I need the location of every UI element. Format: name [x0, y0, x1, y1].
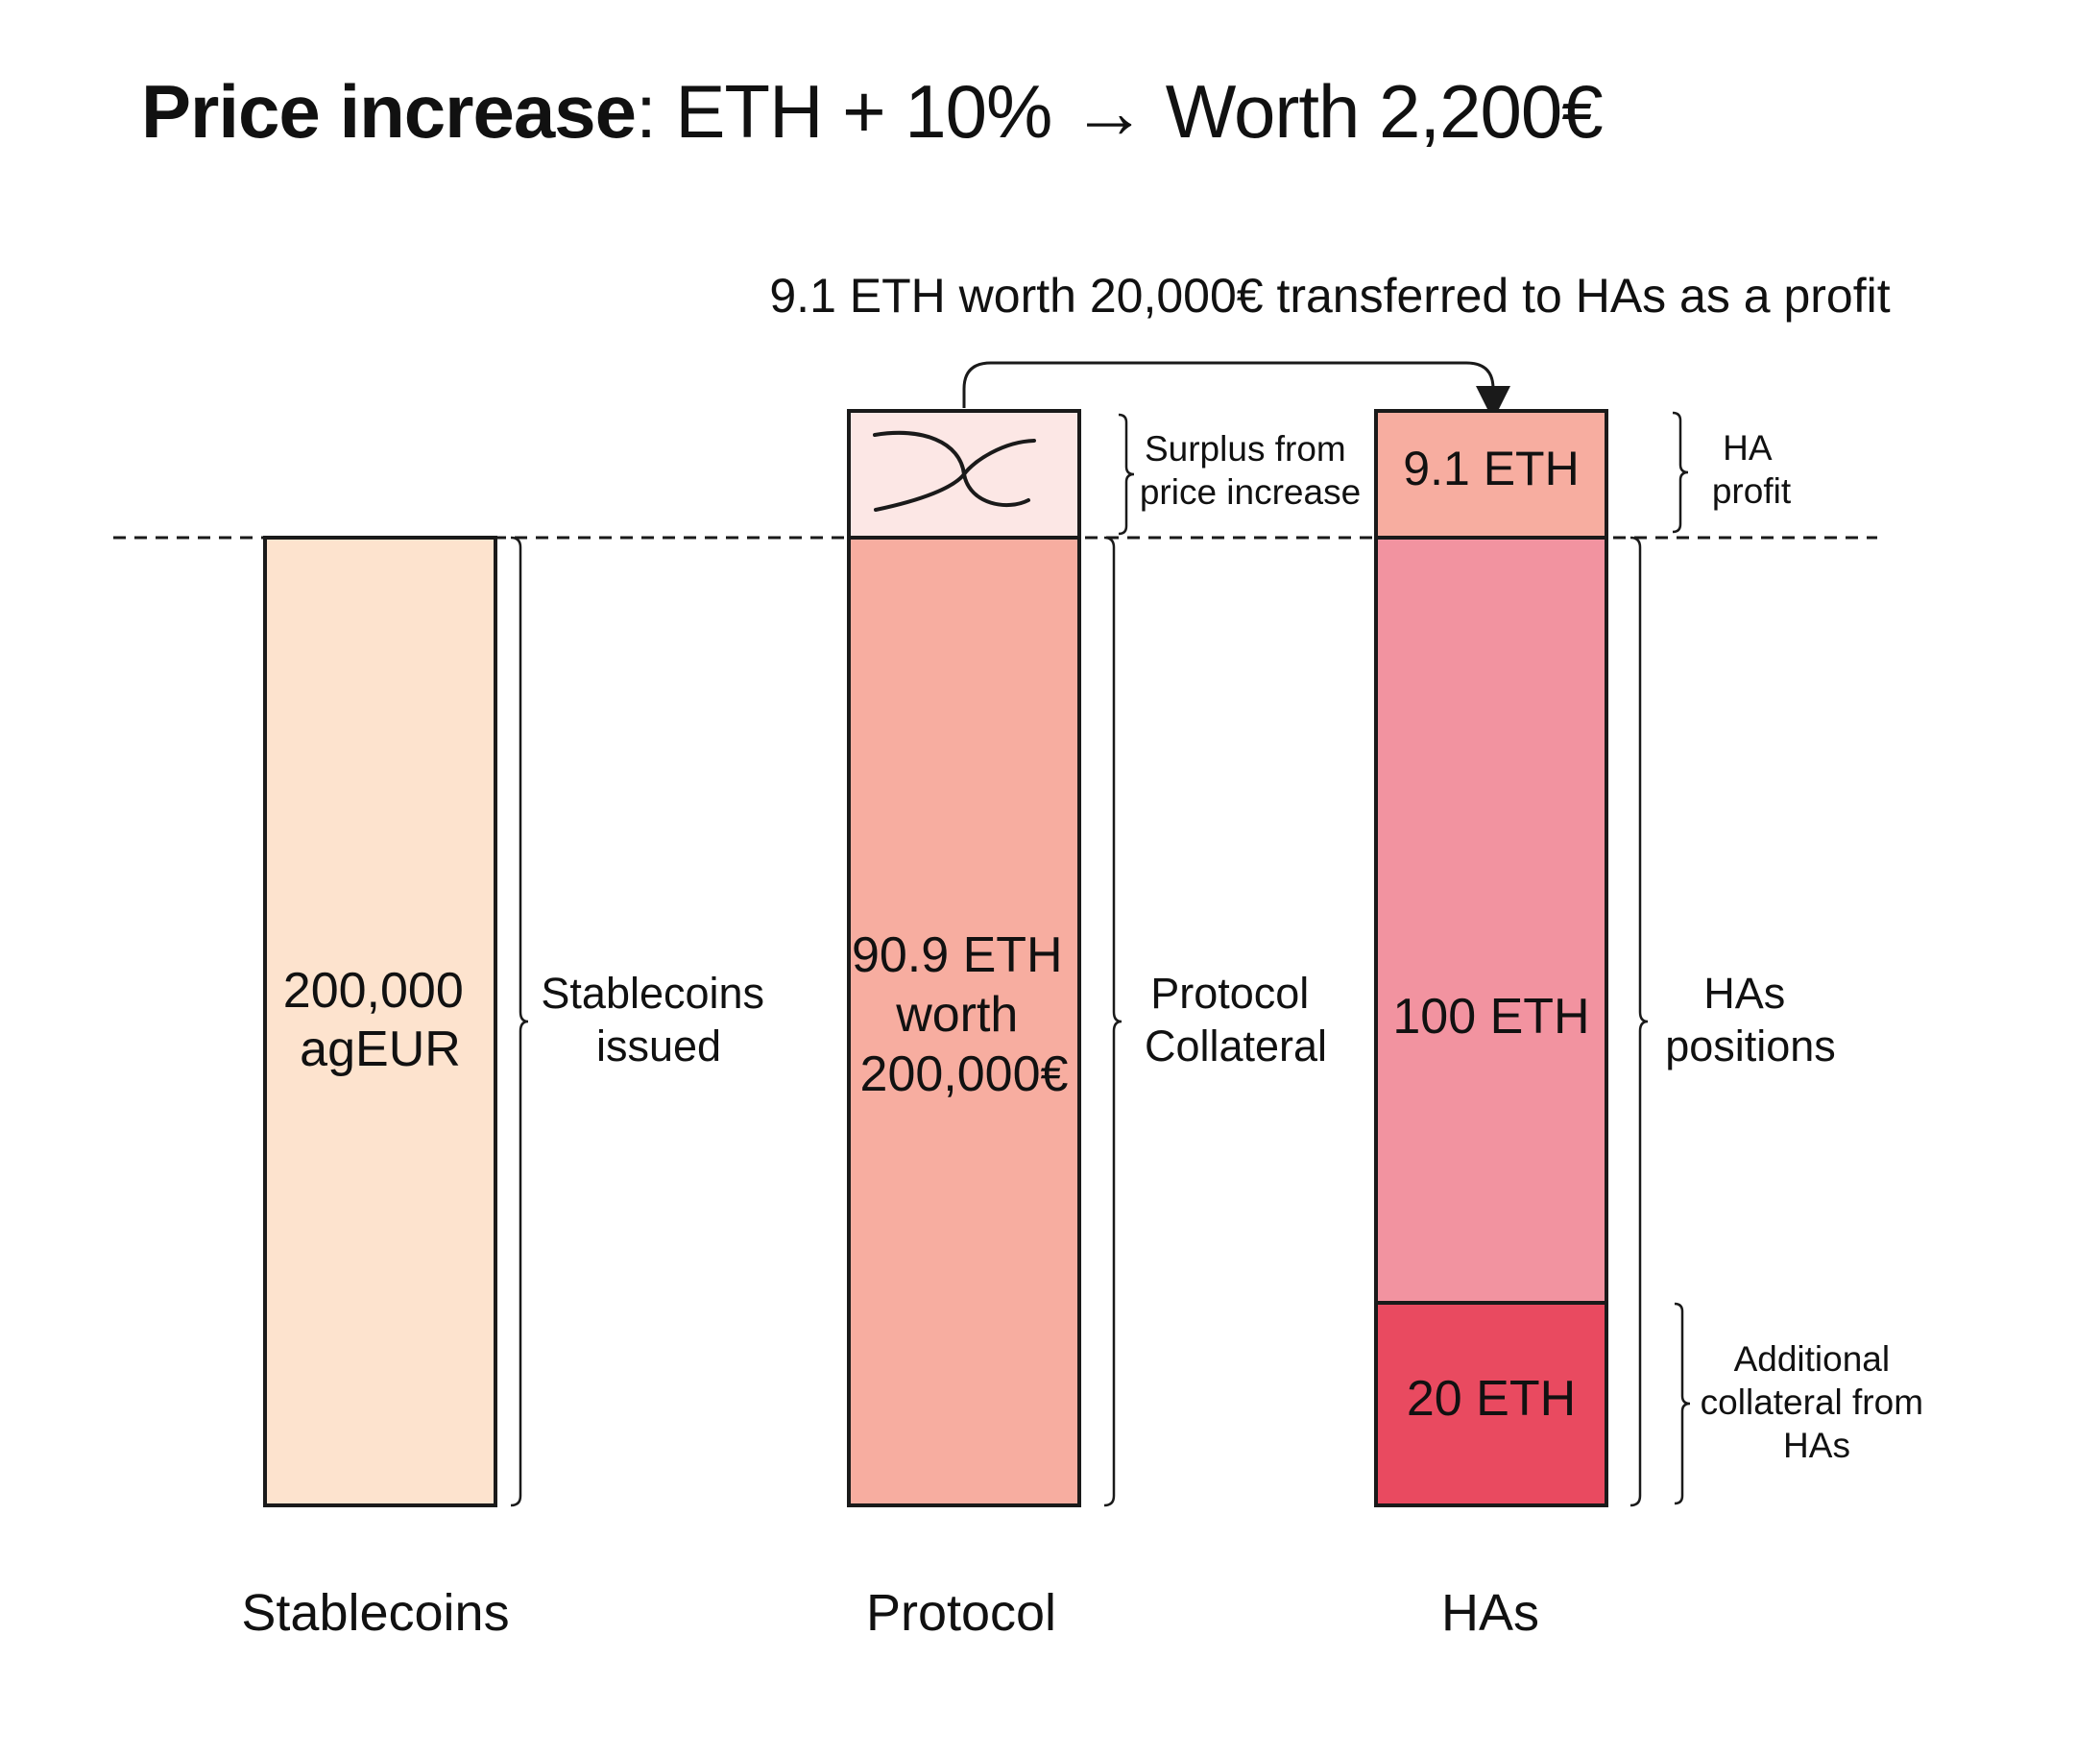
ha-positions-bracket	[1629, 536, 1649, 1507]
stablecoins-bracket	[510, 536, 529, 1507]
protocol-bar	[847, 536, 1081, 1507]
ha-collateral-label: Additional collateral from HAs	[1701, 1339, 1934, 1465]
ha-collateral-bracket	[1674, 1302, 1691, 1505]
ha-collateral-line-1: Additional	[1734, 1339, 1891, 1379]
ha-profit-box	[1374, 409, 1608, 540]
protocol-surplus-line-1: Surplus from	[1145, 429, 1346, 469]
surplus-cross-icon	[873, 430, 1036, 512]
page-title-rest: : ETH + 10% → Worth 2,200€	[636, 69, 1604, 154]
ha-collateral-box	[1374, 1301, 1608, 1507]
protocol-surplus-line-2: price increase	[1140, 472, 1361, 512]
protocol-bar-line-2: worth	[895, 987, 1018, 1043]
transfer-caption: 9.1 ETH worth 20,000€ transferred to HAs…	[769, 269, 1890, 323]
ha-collateral-box-text: 20 ETH	[1407, 1371, 1576, 1427]
has-column-label: HAs	[1441, 1584, 1539, 1642]
protocol-bracket-line-2: Collateral	[1145, 1022, 1327, 1070]
ha-positions-box-text: 100 ETH	[1392, 989, 1589, 1045]
ha-collateral-line-2: collateral from	[1701, 1382, 1923, 1422]
stablecoins-column-label: Stablecoins	[241, 1584, 509, 1642]
protocol-bar-line-1: 90.9 ETH	[852, 927, 1063, 983]
ha-profit-line-2: profit	[1712, 471, 1792, 511]
stablecoins-bar-line-2: agEUR	[300, 1022, 461, 1077]
protocol-column-label: Protocol	[866, 1584, 1056, 1642]
ha-profit-line-1: HA	[1723, 428, 1773, 468]
stablecoins-bar-line-1: 200,000	[283, 963, 464, 1019]
ha-collateral-line-3: HAs	[1783, 1426, 1850, 1465]
protocol-bracket	[1103, 536, 1122, 1507]
ha-profit-label: HA profit	[1712, 428, 1792, 511]
protocol-bar-line-3: 200,000€	[860, 1046, 1069, 1102]
stablecoins-bracket-line-1: Stablecoins	[541, 969, 764, 1018]
stablecoins-bar-text: 200,000 agEUR	[283, 963, 477, 1077]
protocol-surplus-bracket	[1118, 413, 1135, 536]
stablecoins-bar	[263, 536, 497, 1507]
ha-profit-box-text: 9.1 ETH	[1403, 442, 1579, 495]
protocol-bracket-line-1: Protocol	[1150, 969, 1309, 1018]
ha-positions-line-2: positions	[1665, 1022, 1836, 1070]
stablecoins-bracket-line-2: issued	[596, 1022, 721, 1070]
ha-profit-bracket	[1672, 411, 1689, 534]
ha-positions-box	[1374, 536, 1608, 1305]
transfer-arrow	[962, 361, 1510, 421]
page-title: Price increase: ETH + 10% → Worth 2,200€	[141, 69, 1604, 156]
protocol-bracket-label: Protocol Collateral	[1145, 969, 1327, 1070]
protocol-bar-text: 90.9 ETH worth 200,000€	[852, 927, 1076, 1102]
ha-positions-line-1: HAs	[1703, 969, 1785, 1018]
page-title-bold: Price increase	[141, 69, 637, 154]
stablecoins-bracket-label: Stablecoins issued	[541, 969, 776, 1070]
ha-positions-label: HAs positions	[1665, 969, 1836, 1070]
protocol-surplus-label: Surplus from price increase	[1140, 429, 1361, 512]
